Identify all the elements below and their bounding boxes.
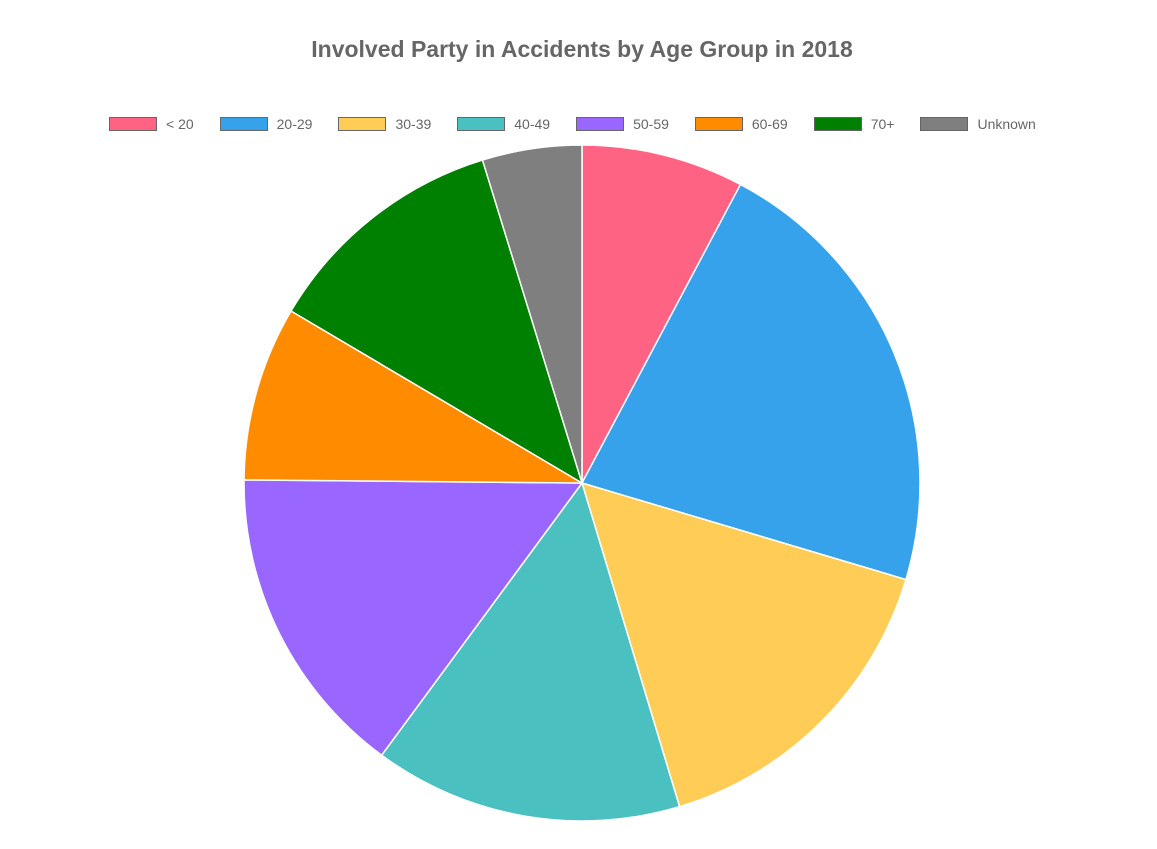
legend-swatch [338,117,387,131]
legend-item-70[interactable]: 70+ [813,116,895,132]
legend-item-60-69[interactable]: 60-69 [694,116,788,132]
pie-slice-70[interactable] [289,159,584,485]
legend-swatch [694,117,743,131]
legend-item-40-49[interactable]: 40-49 [457,116,550,132]
pie-slice-60-69[interactable] [243,310,585,484]
legend-item-unknown[interactable]: Unknown [920,116,1036,132]
legend-label: 50-59 [633,116,669,132]
legend-label: 20-29 [276,116,313,132]
legend-swatch [457,117,506,131]
pie-slice-30-39[interactable] [580,481,907,808]
pie-slice-20[interactable] [581,144,742,484]
chart-title: Involved Party in Accidents by Age Group… [311,36,853,62]
legend-swatch [813,117,862,131]
legend-label: 70+ [870,116,895,132]
legend-label: 60-69 [751,116,788,132]
legend-item-20-29[interactable]: 20-29 [219,116,313,132]
chart-legend: < 20 20-29 30-39 40-49 50-59 60-69 70+ Unknown [109,115,1062,133]
legend-swatch [109,117,157,131]
legend-item-50-59[interactable]: 50-59 [576,116,669,132]
pie-slice-40-49[interactable] [380,481,681,822]
pie-slice-50-59[interactable] [243,479,584,757]
pie-slice-20-29[interactable] [580,183,921,581]
legend-label: < 20 [166,116,194,132]
legend-label: 40-49 [514,116,551,132]
legend-item-30-39[interactable]: 30-39 [338,116,431,132]
legend-swatch [219,117,268,131]
pie-slice-unknown[interactable] [481,144,583,484]
legend-label: Unknown [977,116,1036,132]
legend-item-20[interactable]: < 20 [109,116,194,132]
legend-swatch [920,117,969,131]
legend-swatch [576,117,625,131]
legend-label: 30-39 [395,116,432,132]
